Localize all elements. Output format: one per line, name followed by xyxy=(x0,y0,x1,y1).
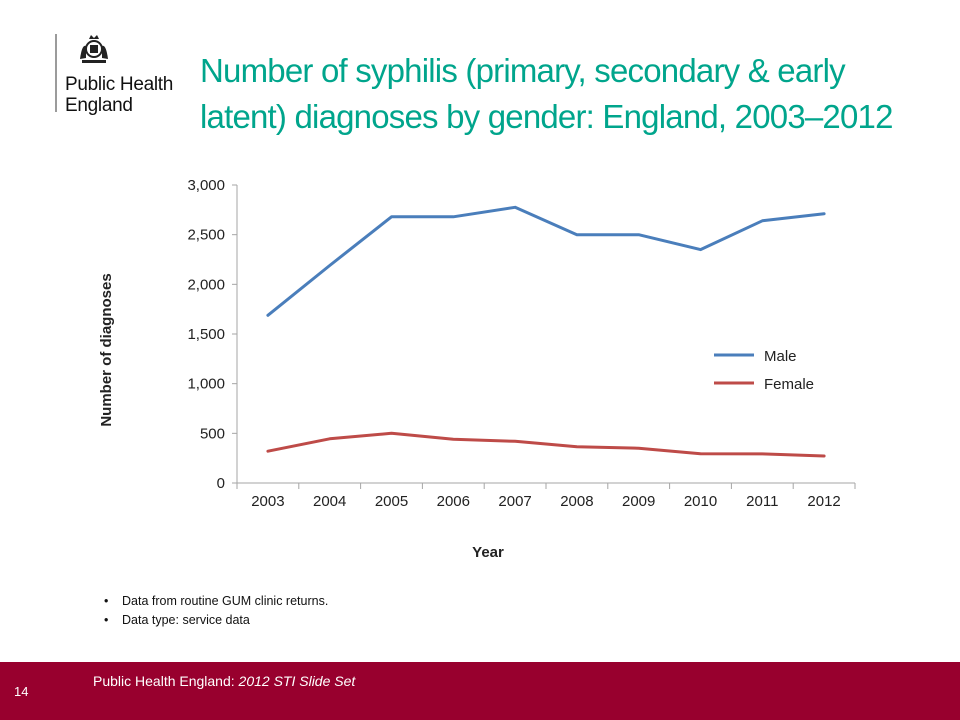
y-tick-label: 2,500 xyxy=(187,227,225,244)
legend-label-female: Female xyxy=(764,376,814,393)
x-tick-label: 2005 xyxy=(375,493,408,510)
legend-label-male: Male xyxy=(764,348,797,365)
x-axis-title: Year xyxy=(472,544,504,561)
footer-bar: 14 Public Health England: 2012 STI Slide… xyxy=(0,662,960,720)
x-tick-label: 2012 xyxy=(807,493,840,510)
note-item: Data from routine GUM clinic returns. xyxy=(104,592,328,611)
footer-source-prefix: Public Health England: xyxy=(93,673,239,689)
series-line-female xyxy=(266,431,826,458)
y-tick-label: 0 xyxy=(217,475,225,492)
x-tick-label: 2007 xyxy=(498,493,531,510)
slide-title: Number of syphilis (primary, secondary &… xyxy=(200,48,945,140)
x-tick-label: 2010 xyxy=(684,493,717,510)
x-tick-label: 2008 xyxy=(560,493,593,510)
org-name-line1: Public Health xyxy=(65,74,174,95)
series-line-male xyxy=(266,205,826,317)
phe-logo: Public Health England xyxy=(55,34,195,124)
y-tick-label: 1,000 xyxy=(187,376,225,393)
org-name-line2: England xyxy=(65,95,133,116)
x-tick-label: 2009 xyxy=(622,493,655,510)
line-chart: 0 500 1,000 1,500 2,000 2,500 3,000 2003 2004 200… xyxy=(98,177,856,561)
org-name: Public Health England xyxy=(65,74,173,116)
logo-divider xyxy=(55,34,57,112)
x-tick-label: 2004 xyxy=(313,493,346,510)
slide-title-line1: Number of syphilis (primary, secondary &… xyxy=(200,52,846,89)
y-tick-label: 2,000 xyxy=(187,276,225,293)
notes-list: Data from routine GUM clinic returns. Da… xyxy=(104,592,328,630)
x-tick-label: 2003 xyxy=(251,493,284,510)
slide-number: 14 xyxy=(14,684,29,699)
royal-crest-icon xyxy=(80,35,108,63)
y-axis-title: Number of diagnoses xyxy=(98,273,115,426)
y-tick-label: 3,000 xyxy=(187,177,225,194)
x-tick-label: 2011 xyxy=(746,493,778,510)
slide-title-line2: latent) diagnoses by gender: England, 20… xyxy=(200,98,893,135)
x-tick-label: 2006 xyxy=(437,493,470,510)
note-item: Data type: service data xyxy=(104,611,328,630)
y-tick-label: 500 xyxy=(200,425,225,442)
footer-source-title: 2012 STI Slide Set xyxy=(238,673,356,689)
y-tick-label: 1,500 xyxy=(187,326,225,343)
footer-source: Public Health England: 2012 STI Slide Se… xyxy=(93,673,355,689)
